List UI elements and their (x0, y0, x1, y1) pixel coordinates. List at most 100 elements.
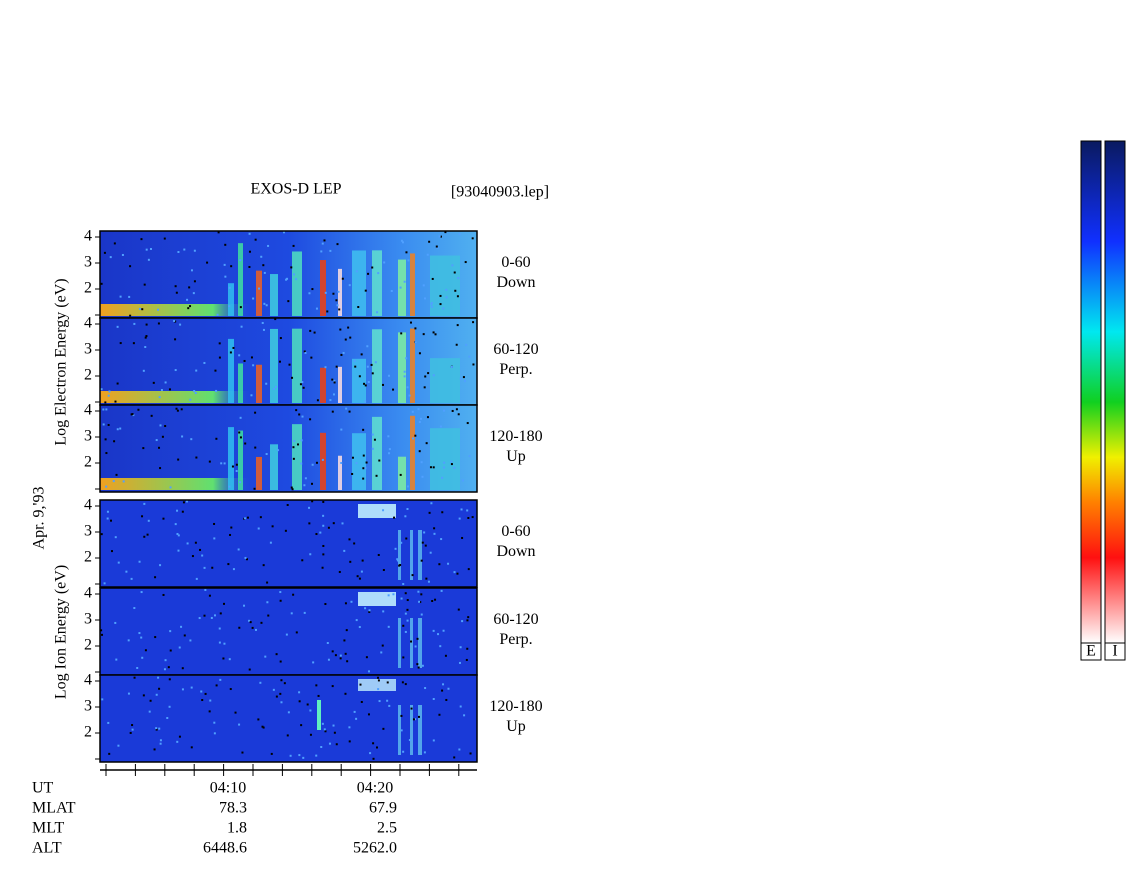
speckle (260, 621, 263, 624)
panel-feature (292, 424, 302, 490)
energy-tick-label: 2 (84, 280, 92, 297)
speckle (406, 608, 409, 611)
ephemeris-label: UT (32, 780, 54, 797)
speckle (159, 467, 162, 470)
speckle (176, 532, 179, 535)
speckle (332, 292, 335, 295)
speckle (158, 727, 161, 730)
speckle (222, 602, 225, 605)
speckle (272, 688, 275, 691)
speckle (138, 307, 141, 310)
speckle (420, 461, 423, 464)
speckle (418, 420, 421, 423)
speckle (129, 314, 132, 317)
speckle (117, 561, 120, 564)
speckle (458, 517, 461, 520)
speckle (109, 256, 112, 259)
speckle (223, 263, 226, 266)
speckle (442, 629, 445, 632)
speckle (400, 332, 403, 335)
speckle (345, 629, 348, 632)
speckle (143, 535, 146, 538)
speckle (459, 646, 462, 649)
speckle (336, 304, 339, 307)
speckle (287, 300, 290, 303)
speckle (331, 685, 334, 688)
speckle (287, 711, 290, 714)
speckle (340, 428, 343, 431)
speckle (326, 310, 329, 313)
speckle (411, 574, 414, 577)
speckle (229, 533, 232, 536)
speckle (423, 751, 426, 754)
speckle (180, 625, 183, 628)
panel-feature (430, 358, 460, 403)
speckle (302, 756, 305, 759)
speckle (457, 608, 460, 611)
speckle (218, 342, 221, 345)
speckle (265, 453, 268, 456)
speckle (466, 647, 469, 650)
speckle (235, 470, 238, 473)
ephemeris-label: MLT (32, 820, 65, 837)
speckle (429, 466, 432, 469)
speckle (428, 511, 431, 514)
speckle (239, 481, 242, 484)
speckle (472, 321, 475, 324)
speckle (468, 455, 471, 458)
speckle (321, 242, 324, 245)
speckle (353, 359, 356, 362)
speckle (158, 687, 161, 690)
speckle (132, 342, 135, 345)
speckle (173, 319, 176, 322)
speckle (292, 457, 295, 460)
panel-feature (256, 364, 262, 403)
speckle (467, 568, 470, 571)
speckle (309, 733, 312, 736)
speckle (351, 472, 354, 475)
speckle (244, 442, 247, 445)
speckle (119, 342, 122, 345)
speckle (179, 323, 182, 326)
speckle (319, 531, 322, 534)
speckle (455, 408, 458, 411)
speckle (414, 434, 417, 437)
speckle (302, 386, 305, 389)
speckle (188, 286, 191, 289)
ephemeris-value: 5262.0 (353, 840, 397, 857)
speckle (215, 437, 218, 440)
speckle (430, 301, 433, 304)
speckle (364, 467, 367, 470)
ephemeris-value: 78.3 (219, 800, 247, 817)
ephemeris-label: ALT (32, 840, 62, 857)
speckle (243, 604, 246, 607)
energy-tick-label: 4 (84, 585, 92, 602)
speckle (398, 545, 401, 548)
speckle (404, 515, 407, 518)
speckle (442, 683, 445, 686)
speckle (453, 466, 456, 469)
speckle (367, 381, 370, 384)
speckle (160, 389, 163, 392)
speckle (372, 757, 375, 760)
speckle (298, 700, 301, 703)
speckle (466, 509, 469, 512)
panel-feature (398, 705, 401, 755)
speckle (365, 461, 368, 464)
speckle (208, 594, 211, 597)
panel-feature (418, 705, 422, 755)
speckle (222, 657, 225, 660)
panel-frame (99, 499, 478, 588)
speckle (355, 717, 358, 720)
speckle (243, 359, 246, 362)
speckle (392, 388, 395, 391)
speckle (238, 431, 241, 434)
speckle (290, 266, 293, 269)
speckle (432, 698, 435, 701)
speckle (140, 591, 143, 594)
speckle (344, 602, 347, 605)
speckle (280, 701, 283, 704)
speckle (143, 502, 146, 505)
speckle (157, 676, 160, 679)
speckle (265, 304, 268, 307)
